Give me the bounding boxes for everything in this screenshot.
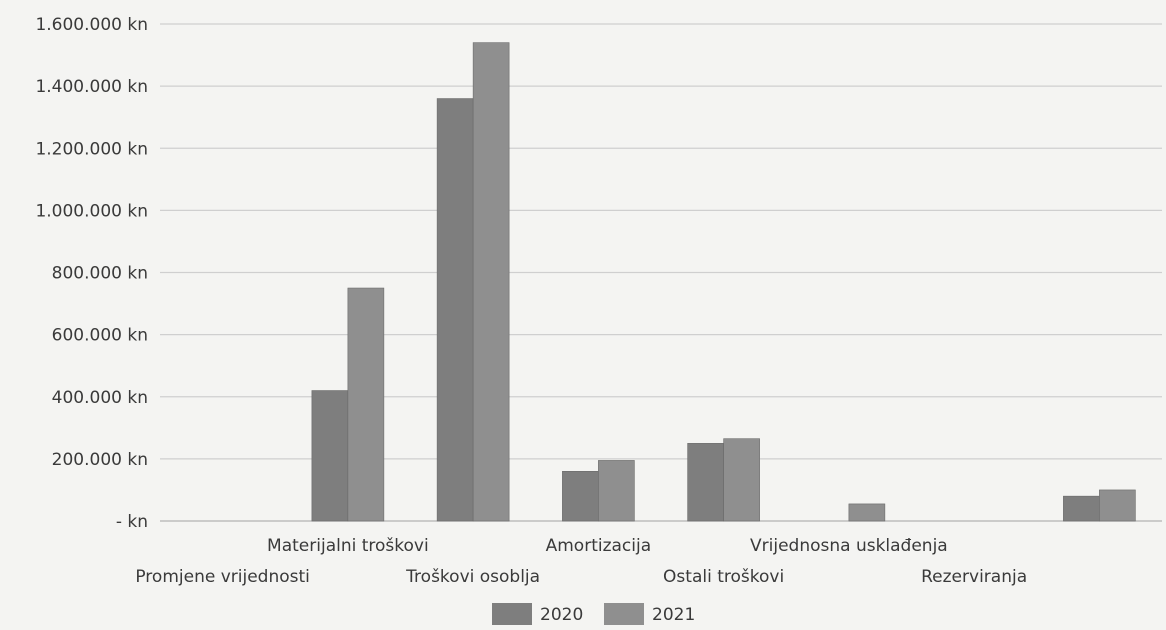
y-tick-label: 1.600.000 kn [35,15,148,35]
bars [311,42,1136,522]
y-tick-label: 1.200.000 kn [35,139,148,159]
y-tick-label: - kn [116,512,148,532]
bar-2021-vrijednosna-usklađenja [848,503,886,522]
y-tick-label: 1.000.000 kn [35,201,148,221]
category-label: Troškovi osoblja [405,567,540,587]
y-tick-label: 200.000 kn [52,450,148,470]
y-tick-label: 600.000 kn [52,326,148,346]
category-label: Vrijednosna usklađenja [750,536,948,556]
bar-2021-ostali-troškovi [723,438,760,522]
bar-2021-category-7 [1099,489,1136,522]
y-axis-ticks: - kn 200.000 kn 400.000 kn 600.000 kn 800.00… [35,15,148,532]
bar-2020-troškovi-osoblja [436,98,474,522]
legend: 2020 2021 [492,603,695,625]
legend-swatch-2021 [604,603,644,625]
bar-2020-category-7 [1063,495,1100,522]
category-label: Rezerviranja [921,567,1027,587]
y-tick-label: 800.000 kn [52,264,148,284]
category-label: Amortizacija [546,536,652,556]
y-tick-label: 400.000 kn [52,388,148,408]
bar-2021-materijalni-troškovi [347,287,385,522]
category-label: Materijalni troškovi [267,536,429,556]
bar-2021-amortizacija [598,460,635,522]
x-axis-category-labels: Promjene vrijednosti Materijalni troškovi… [135,536,1027,587]
gridlines [160,23,1162,522]
bar-2021-troškovi-osoblja [472,42,510,522]
legend-label-2020: 2020 [540,605,583,625]
category-label: Ostali troškovi [663,567,784,587]
legend-swatch-2020 [492,603,532,625]
bar-2020-materijalni-troškovi [311,390,349,522]
legend-label-2021: 2021 [652,605,695,625]
y-tick-label: 1.400.000 kn [35,77,148,97]
bar-2020-ostali-troškovi [687,443,724,522]
category-label: Promjene vrijednosti [135,567,310,587]
bar-2020-amortizacija [562,470,599,522]
